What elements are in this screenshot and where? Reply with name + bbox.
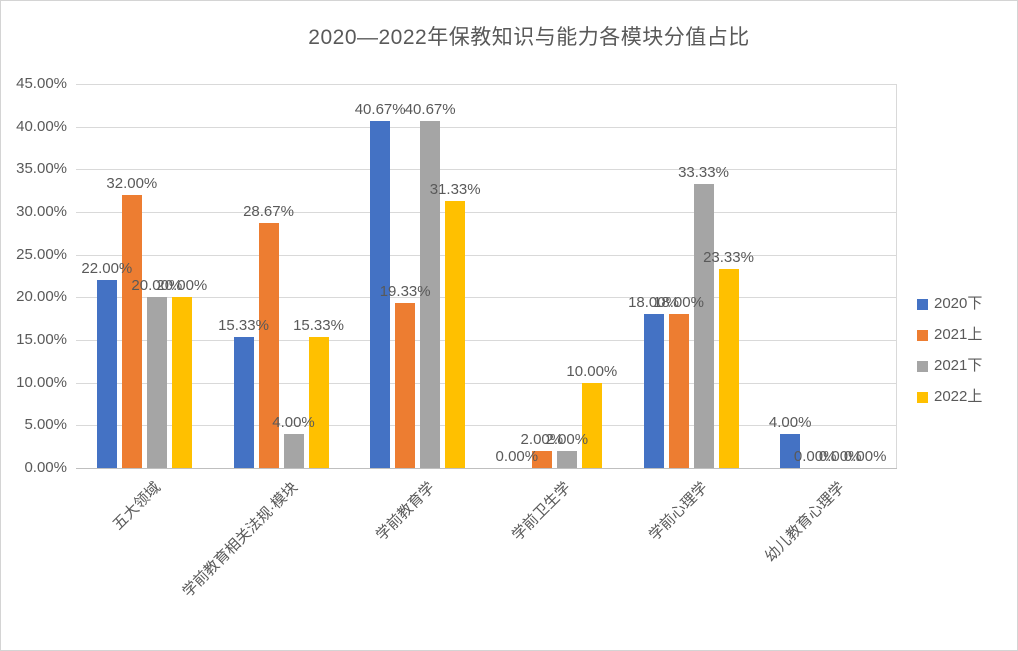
y-axis-tick-label: 15.00% <box>16 331 67 348</box>
bar-value-label: 18.00% <box>653 294 704 312</box>
legend-label: 2020下 <box>934 295 983 312</box>
x-axis-category-label: 学前心理学 <box>645 479 712 545</box>
bar-series1-cat5 <box>643 314 664 468</box>
bar-value-label: 19.33% <box>379 283 431 301</box>
y-axis-tick-label: 20.00% <box>16 288 67 306</box>
legend-item: 2021下 <box>917 357 982 375</box>
legend-item: 2021上 <box>917 326 982 344</box>
gridline <box>76 254 897 256</box>
legend-label: 2021上 <box>934 326 983 343</box>
x-axis-category-label: 学前教育学 <box>372 479 438 545</box>
bar-series2-cat5 <box>668 314 689 468</box>
bar-value-label: 15.33% <box>293 317 344 335</box>
x-axis-category-label: 学前教育相关法规·模块 <box>179 479 302 601</box>
bar-value-label: 0.00% <box>793 448 837 465</box>
bar-series2-cat4 <box>531 450 552 468</box>
plot-right-border <box>896 84 897 468</box>
x-axis-category-label: 五大领域 <box>109 479 165 534</box>
bar-value-label: 20.00% <box>156 277 208 295</box>
bar-series1-cat2 <box>233 337 254 468</box>
bar-series4-cat5 <box>718 268 739 468</box>
legend-marker <box>917 298 928 310</box>
bar-series4-cat1 <box>171 297 192 468</box>
y-axis-tick-label: 45.00% <box>16 75 67 92</box>
gridline <box>76 212 897 213</box>
bar-series2-cat2 <box>258 223 279 468</box>
legend-item: 2022上 <box>917 388 982 406</box>
bar-value-label: 2.00% <box>545 430 589 448</box>
y-axis-tick-label: 30.00% <box>16 203 67 220</box>
bar-value-label: 28.67% <box>243 203 294 221</box>
bar-value-label: 22.00% <box>81 260 133 278</box>
bar-value-label: 10.00% <box>566 362 618 380</box>
gridline <box>76 382 897 384</box>
chart-title: 2020—2022年保教知识与能力各模块分值占比 <box>308 26 750 49</box>
bar-series4-cat3 <box>445 200 466 468</box>
bar-value-label: 20.00% <box>131 277 183 295</box>
gridline <box>76 297 897 299</box>
bar-value-label: 15.33% <box>218 317 269 335</box>
bar-series4-cat4 <box>581 382 602 468</box>
legend-label: 2022上 <box>934 388 983 405</box>
bar-value-label: 18.00% <box>628 294 679 312</box>
bar-series2-cat1 <box>121 194 142 468</box>
legend-marker <box>917 391 928 403</box>
x-axis-category-label: 幼儿教育心理学 <box>761 479 848 566</box>
bar-series2-cat3 <box>395 303 416 468</box>
legend-marker <box>917 360 928 372</box>
legend-label: 2021下 <box>934 357 983 374</box>
bar-value-label: 40.67% <box>354 100 406 118</box>
bar-value-label: 33.33% <box>678 163 729 181</box>
y-axis-tick-label: 35.00% <box>16 160 67 178</box>
legend-item: 2020下 <box>917 295 982 313</box>
bar-series1-cat6 <box>780 433 801 468</box>
plot-area: 22.00% 32.00% 20.00% 20.00% 五大领域 15.33% 28.67%… <box>76 84 897 601</box>
bar-value-label: 0.00% <box>818 448 862 465</box>
bar-value-label: 31.33% <box>429 180 481 198</box>
gridline <box>76 84 897 85</box>
x-axis-category-label: 学前卫生学 <box>509 479 575 545</box>
x-axis-line <box>76 468 897 469</box>
y-axis-tick-label: 5.00% <box>24 416 67 434</box>
gridline <box>76 169 897 171</box>
bar-series3-cat3 <box>420 120 441 468</box>
bar-series1-cat3 <box>370 120 391 468</box>
bar-value-label: 40.67% <box>404 100 456 118</box>
y-axis-tick-label: 10.00% <box>16 373 67 391</box>
gridline <box>76 340 897 341</box>
bar-series3-cat5 <box>693 183 714 468</box>
y-axis-tick-label: 25.00% <box>16 245 67 263</box>
bar-value-label: 0.00% <box>495 448 539 465</box>
gridline <box>76 126 897 128</box>
bar-value-label: 32.00% <box>106 174 158 192</box>
legend-marker <box>917 329 928 341</box>
bar-series3-cat2 <box>283 433 304 468</box>
bar-series3-cat4 <box>556 450 577 468</box>
bar-series4-cat2 <box>308 337 329 468</box>
bar-value-label: 4.00% <box>768 413 812 431</box>
bar-value-label: 2.00% <box>520 430 564 448</box>
y-axis-tick-label: 40.00% <box>16 117 67 135</box>
bar-series3-cat1 <box>146 297 167 468</box>
bar-value-label: 23.33% <box>703 248 754 266</box>
bar-series1-cat1 <box>96 280 117 468</box>
y-axis-tick-label: 0.00% <box>24 459 67 476</box>
legend: 2020下 2021上 2021下 2022上 <box>917 295 982 406</box>
bar-value-label: 0.00% <box>843 448 887 465</box>
gridline <box>76 425 897 427</box>
bar-value-label: 4.00% <box>272 413 315 431</box>
